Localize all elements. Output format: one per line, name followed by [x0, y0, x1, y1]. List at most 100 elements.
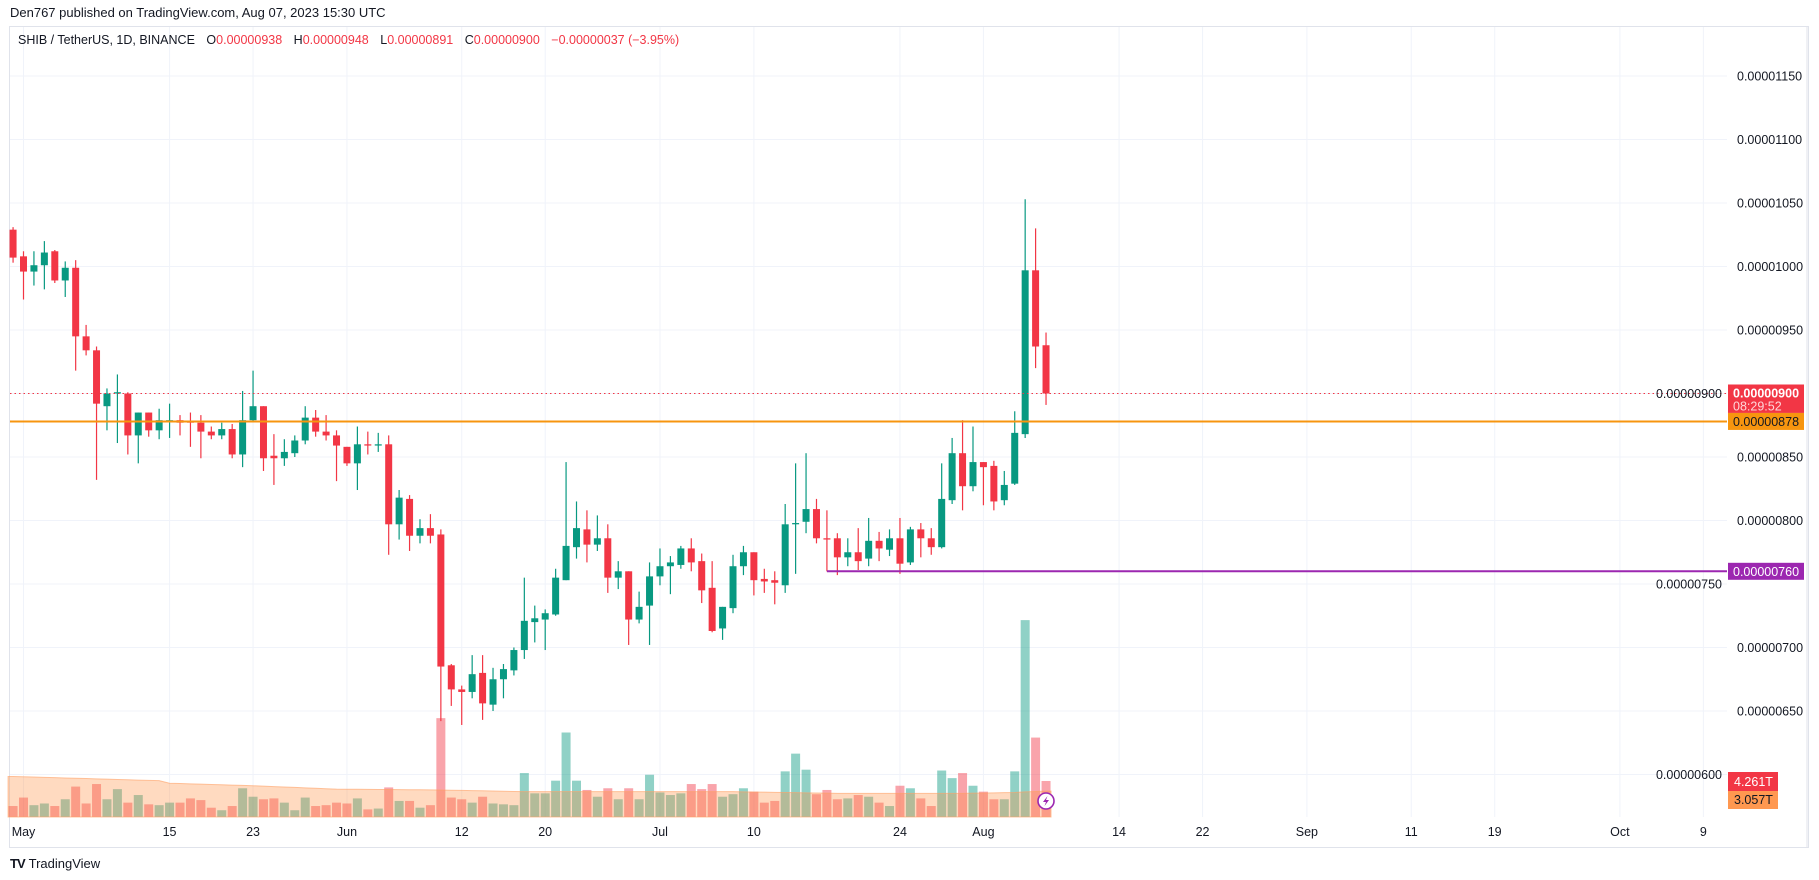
candle — [61, 261, 69, 297]
candle-body — [416, 528, 424, 536]
volume-bar — [509, 805, 519, 817]
candle-body — [353, 444, 361, 464]
price-tick-label: 0.00001150 — [1737, 70, 1802, 84]
volume-bar — [1031, 737, 1041, 817]
bar-countdown-label: 08:29:52 — [1733, 399, 1782, 413]
candle — [552, 568, 560, 616]
volume-bar — [613, 799, 623, 817]
candle — [833, 533, 841, 576]
candle-body — [812, 509, 820, 539]
candle — [583, 510, 591, 563]
price-tick-label: 0.00000950 — [1737, 324, 1803, 338]
candle-body — [1042, 345, 1050, 394]
volume-bar — [561, 732, 571, 817]
level-price-label: 0.00000760 — [1733, 565, 1799, 579]
price-axis: 0.00001150 0.00001100 0.00001050 0.00001000… — [1656, 70, 1803, 783]
candle — [729, 554, 737, 614]
candle — [719, 606, 727, 640]
candle — [259, 406, 267, 471]
lightning-icon[interactable] — [1037, 792, 1055, 810]
candle — [447, 664, 455, 706]
candle-body — [93, 350, 101, 404]
tradingview-logo[interactable]: TV TradingView — [10, 856, 100, 871]
volume-bar — [342, 803, 352, 817]
candle-body — [979, 462, 987, 468]
volume-bar — [728, 794, 738, 817]
candle-body — [646, 576, 654, 606]
volume-bar — [206, 807, 216, 817]
volume-bar — [989, 799, 999, 817]
candle — [687, 538, 695, 572]
volume-bar — [572, 780, 582, 817]
volume-bar — [530, 793, 540, 817]
candle-body — [990, 465, 998, 502]
volume-bar — [363, 809, 373, 817]
time-tick-label: 19 — [1488, 825, 1502, 839]
time-axis: May 15 23 Jun 12 20 Jul 10 24 Aug 14 22 Sep 11 19 Oct 9 — [12, 825, 1707, 839]
candle-body — [541, 613, 549, 620]
candle-body — [489, 679, 497, 705]
volume-bar — [373, 808, 383, 817]
grid — [10, 27, 1808, 848]
candle — [9, 227, 17, 263]
symbol-name[interactable]: SHIB / TetherUS, 1D, BINANCE — [18, 33, 195, 47]
candle — [646, 562, 654, 645]
volume-bar — [50, 806, 60, 817]
candle — [385, 435, 393, 555]
candle — [677, 545, 685, 569]
volume-bar — [102, 799, 112, 817]
candle-body — [520, 620, 528, 651]
candle-body — [228, 429, 236, 455]
candle — [520, 577, 528, 659]
candle — [322, 415, 330, 441]
volume-bar — [165, 802, 175, 817]
candle-body — [687, 548, 695, 563]
candle-body — [374, 444, 382, 446]
candle — [499, 664, 507, 699]
time-tick-label: 9 — [1700, 825, 1707, 839]
candle-body — [301, 417, 309, 441]
candle — [458, 685, 466, 725]
volume-ma-label: 3.057T — [1734, 793, 1773, 807]
volume-bar — [926, 806, 936, 817]
volume-bar — [895, 785, 905, 817]
volume-bar — [759, 802, 769, 817]
candle-body — [656, 566, 664, 577]
volume-bar — [19, 797, 28, 817]
volume-bar — [738, 788, 748, 817]
price-tick-label: 0.00000650 — [1737, 705, 1803, 719]
tradingview-logo-icon: TV — [10, 856, 26, 871]
symbol-legend: SHIB / TetherUS, 1D, BINANCE O0.00000938… — [18, 33, 679, 47]
volume-bar — [665, 795, 675, 817]
time-tick-label: 15 — [163, 825, 177, 839]
candle — [708, 561, 716, 633]
price-tick-label: 0.00001100 — [1737, 133, 1802, 147]
volume-bar — [112, 789, 122, 817]
close-value: 0.00000900 — [473, 33, 540, 47]
volume-bar — [822, 789, 832, 817]
candle-body — [82, 336, 90, 351]
volume-bar — [384, 787, 394, 817]
candle — [20, 251, 27, 300]
candle — [406, 495, 414, 551]
candle — [948, 437, 956, 504]
time-tick-label: 10 — [747, 825, 761, 839]
volume-bar — [71, 786, 81, 817]
candle — [781, 503, 789, 593]
candle — [468, 655, 476, 699]
volume-bar — [624, 788, 634, 817]
volume-bar — [655, 792, 665, 817]
candle-body — [959, 453, 967, 487]
volume-bar — [770, 800, 780, 817]
candle — [938, 463, 946, 549]
volume-bar — [645, 774, 655, 817]
candle-body — [792, 523, 800, 525]
candle — [93, 346, 101, 480]
candle-body — [447, 665, 455, 690]
candle-body — [468, 674, 476, 692]
candle — [604, 524, 612, 593]
volume-ma-label-box — [1728, 791, 1778, 809]
volume-bar — [457, 799, 467, 817]
volume-bar — [311, 806, 321, 817]
